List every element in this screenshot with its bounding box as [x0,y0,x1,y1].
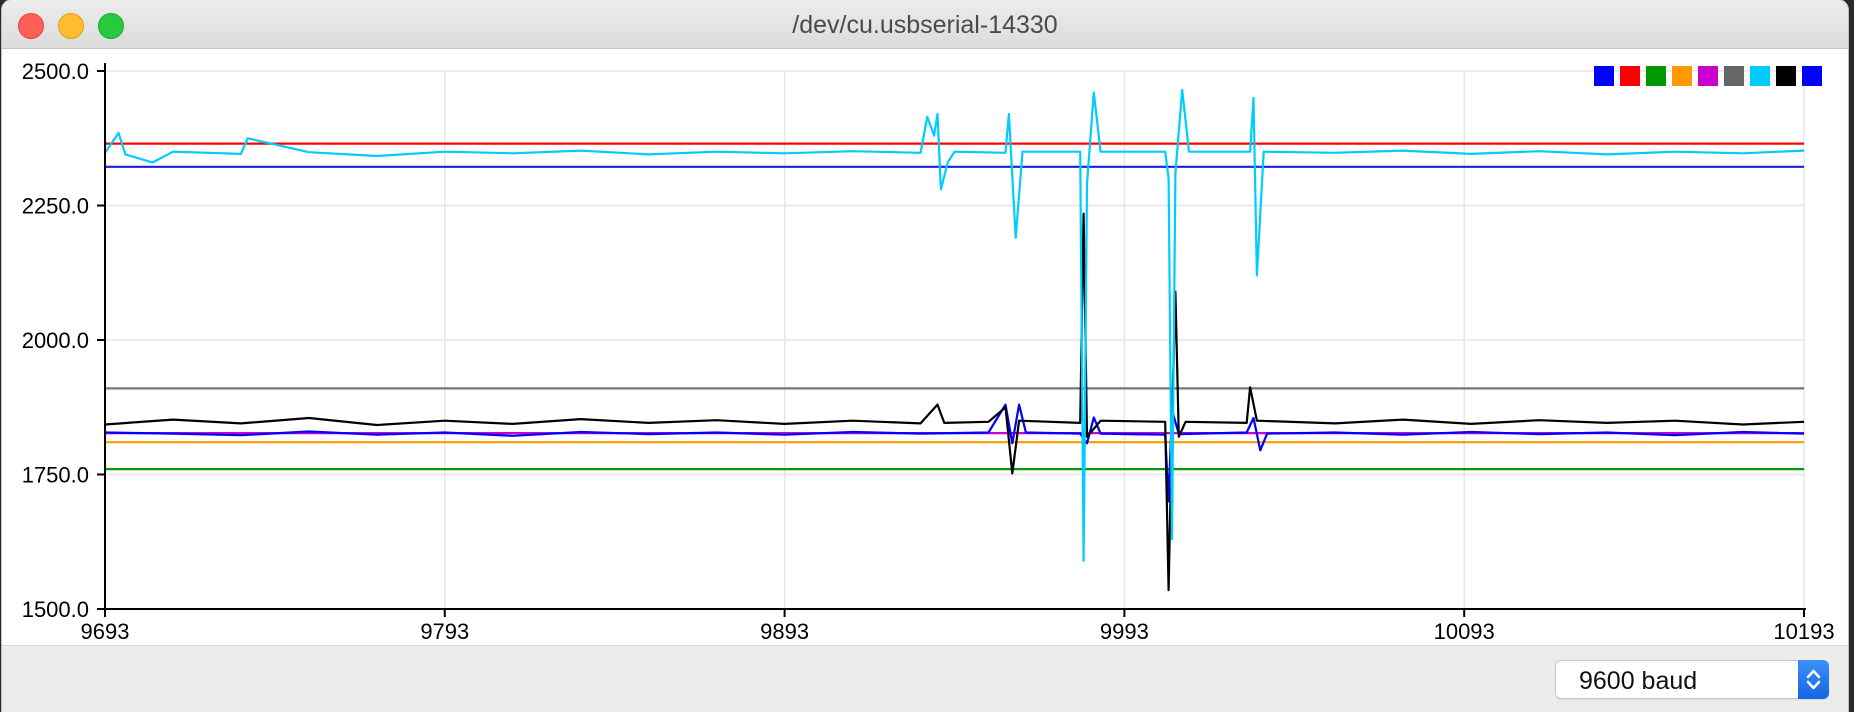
baud-rate-select[interactable]: 9600 baud [1555,660,1829,699]
x-tick-label: 10193 [1773,619,1834,644]
legend-swatch-7 [1750,66,1770,86]
maximize-window-button[interactable] [98,13,124,39]
minimize-window-button[interactable] [58,13,84,39]
baud-rate-value: 9600 baud [1579,667,1698,695]
y-tick-label: 2500.0 [22,59,89,84]
up-down-chevron-icon[interactable] [1798,660,1829,699]
y-tick-label: 1750.0 [22,463,89,488]
legend-swatch-5 [1698,66,1718,86]
x-tick-label: 10093 [1434,619,1495,644]
x-tick-label: 9693 [81,619,130,644]
legend-swatch-2 [1620,66,1640,86]
window-title: /dev/cu.usbserial-14330 [792,11,1058,39]
y-tick-label: 2000.0 [22,328,89,353]
footer-bar: 9600 baud [2,645,1848,712]
x-tick-label: 9993 [1100,619,1149,644]
series-line-9 [104,88,1805,562]
x-tick-label: 9893 [760,619,809,644]
y-tick-label: 1500.0 [22,597,89,622]
legend-swatch-4 [1672,66,1692,86]
x-tick-label: 9793 [420,619,469,644]
legend-swatch-6 [1724,66,1744,86]
y-tick-label: 2250.0 [22,194,89,219]
close-window-button[interactable] [18,13,44,39]
legend-swatch-1 [1594,66,1614,86]
title-bar: /dev/cu.usbserial-14330 [2,0,1848,49]
legend-swatch-8 [1776,66,1796,86]
series-line-7 [104,403,1805,503]
legend-swatch-9 [1802,66,1822,86]
legend-swatch-3 [1646,66,1666,86]
plot-area: 2500.0 2250.0 2000.0 1750.0 1500.0 9693 9793 98… [2,49,1848,645]
series-line-8 [104,212,1805,592]
